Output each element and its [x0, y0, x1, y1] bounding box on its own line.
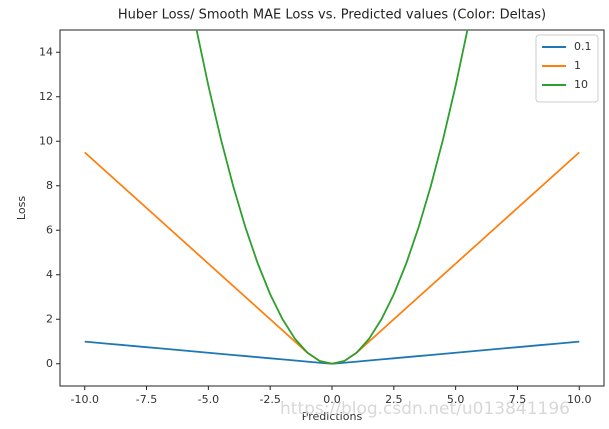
x-tick-label: -2.5	[259, 393, 280, 406]
legend-label: 1	[574, 59, 581, 72]
y-tick-label: 0	[46, 357, 53, 370]
legend-label: 0.1	[574, 40, 592, 53]
y-tick-label: 2	[46, 312, 53, 325]
y-tick-label: 8	[46, 179, 53, 192]
plot-frame	[59, 29, 605, 387]
y-axis-label: Loss	[15, 196, 28, 220]
y-tick-label: 14	[39, 45, 53, 58]
y-tick-label: 12	[39, 90, 53, 103]
x-tick-label: -7.5	[136, 393, 157, 406]
x-tick-label: 10.0	[567, 393, 592, 406]
x-tick-label: 5.0	[447, 393, 465, 406]
x-tick-label: 0.0	[323, 393, 341, 406]
series-line	[84, 151, 580, 365]
chart-title: Huber Loss/ Smooth MAE Loss vs. Predicte…	[118, 8, 546, 23]
x-tick-label: 7.5	[509, 393, 527, 406]
y-tick-label: 4	[46, 268, 53, 281]
watermark: https://blog.csdn.net/u013841196	[280, 399, 570, 419]
x-tick-label: -10.0	[70, 393, 98, 406]
series-line	[195, 30, 469, 365]
y-tick-label: 6	[46, 223, 53, 236]
legend-label: 10	[574, 78, 588, 91]
x-axis-label: Predictions	[302, 410, 363, 423]
y-tick-label: 10	[39, 134, 53, 147]
x-tick-label: -5.0	[198, 393, 219, 406]
plot-area	[84, 30, 580, 365]
series-line	[84, 340, 580, 365]
x-tick-label: 2.5	[385, 393, 403, 406]
